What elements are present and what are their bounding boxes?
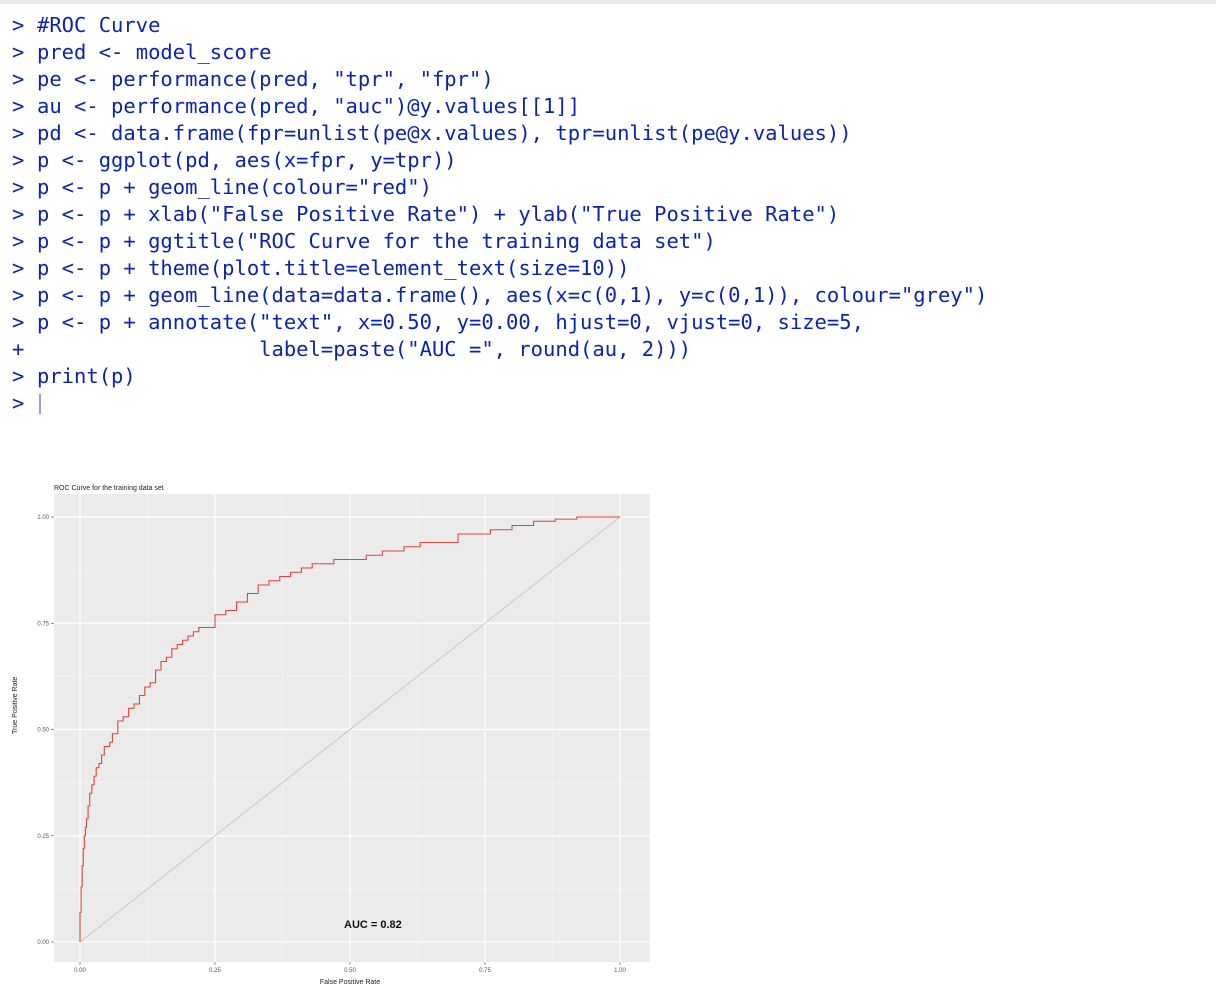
console-code: pd <- data.frame(fpr=unlist(pe@x.values)… <box>37 121 852 145</box>
roc-curve-line <box>79 516 620 942</box>
x-tick-label: 0.75 <box>479 968 491 974</box>
console-prompt: > <box>12 121 25 145</box>
console-code: #ROC Curve <box>37 13 161 37</box>
console-code: pred <- model_score <box>37 40 272 64</box>
roc-plot: ROC Curve for the training data set True… <box>12 476 658 992</box>
x-tick-label: 0.50 <box>344 968 356 974</box>
console-code: p <- p + geom_line(data=data.frame(), ae… <box>37 283 988 307</box>
console-prompt: > <box>12 364 25 388</box>
console-code: label=paste("AUC =", round(au, 2))) <box>37 337 692 361</box>
console-line: > #ROC Curve <box>12 12 1202 39</box>
console-line: > <box>12 390 1202 417</box>
y-tick-label: 0.25 <box>37 834 49 840</box>
console-prompt: > <box>12 202 25 226</box>
console-prompt: > <box>12 40 25 64</box>
console-line: > p <- p + ggtitle("ROC Curve for the tra… <box>12 228 1202 255</box>
console-line: > p <- p + annotate("text", x=0.50, y=0.0… <box>12 309 1202 336</box>
top-divider <box>0 0 1216 4</box>
console-line: > p <- p + theme(plot.title=element_text(… <box>12 255 1202 282</box>
console-code: p <- ggplot(pd, aes(x=fpr, y=tpr)) <box>37 148 457 172</box>
r-console[interactable]: > #ROC Curve > pred <- model_score > pe <- pe… <box>12 12 1202 417</box>
diagonal-reference-line <box>79 516 621 943</box>
console-prompt: > <box>12 229 25 253</box>
console-prompt: > <box>12 67 25 91</box>
console-line: > pred <- model_score <box>12 39 1202 66</box>
y-tick-label: 0.75 <box>37 621 49 627</box>
console-line: > au <- performance(pred, "auc")@y.values… <box>12 93 1202 120</box>
console-prompt: > <box>12 148 25 172</box>
x-tick-label: 0.25 <box>209 968 221 974</box>
console-prompt: > <box>12 175 25 199</box>
console-prompt: > <box>12 94 25 118</box>
x-axis-label: False Positive Rate <box>319 979 381 986</box>
console-code: p <- p + geom_line(colour="red") <box>37 175 432 199</box>
y-axis-label: True Positive Rate <box>12 676 19 734</box>
console-prompt: > <box>12 13 25 37</box>
auc-annotation: AUC = 0.82 <box>344 919 402 931</box>
console-code: au <- performance(pred, "auc")@y.values[… <box>37 94 581 118</box>
y-tick-label: 0.00 <box>37 940 49 946</box>
y-tick-label: 0.50 <box>37 728 49 734</box>
console-line: > p <- ggplot(pd, aes(x=fpr, y=tpr)) <box>12 147 1202 174</box>
console-code: p <- p + xlab("False Positive Rate") + y… <box>37 202 840 226</box>
plot-title: ROC Curve for the training data set <box>54 485 164 492</box>
console-code: p <- p + ggtitle("ROC Curve for the trai… <box>37 229 716 253</box>
x-tick-label: 1.00 <box>614 968 626 974</box>
console-prompt: + <box>12 337 25 361</box>
console-line: > pe <- performance(pred, "tpr", "fpr") <box>12 66 1202 93</box>
console-line: > print(p) <box>12 363 1202 390</box>
console-prompt: > <box>12 256 25 280</box>
console-prompt: > <box>12 283 25 307</box>
console-line: > p <- p + geom_line(colour="red") <box>12 174 1202 201</box>
console-line: > p <- p + xlab("False Positive Rate") + … <box>12 201 1202 228</box>
roc-chart-svg: 0.00 0.00 0.25 0.25 0.50 0.50 0.75 0.75 1.00 1.00… <box>37 494 650 974</box>
console-code: p <- p + annotate("text", x=0.50, y=0.00… <box>37 310 864 334</box>
console-code: pe <- performance(pred, "tpr", "fpr") <box>37 67 494 91</box>
x-tick-label: 0.00 <box>74 968 86 974</box>
console-code: p <- p + theme(plot.title=element_text(s… <box>37 256 630 280</box>
console-code: print(p) <box>37 364 136 388</box>
console-prompt: > <box>12 391 25 415</box>
console-line: > p <- p + geom_line(data=data.frame(), a… <box>12 282 1202 309</box>
text-cursor <box>39 394 41 414</box>
y-tick-label: 1.00 <box>37 515 49 521</box>
console-line: + label=paste("AUC =", round(au, 2))) <box>12 336 1202 363</box>
console-prompt: > <box>12 310 25 334</box>
console-line: > pd <- data.frame(fpr=unlist(pe@x.values… <box>12 120 1202 147</box>
